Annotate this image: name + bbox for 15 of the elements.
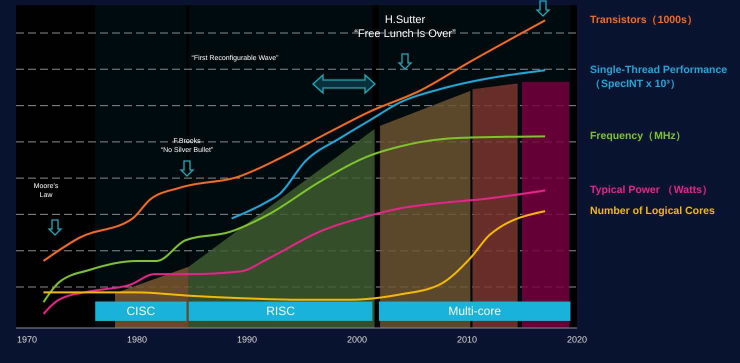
text: Number of Logical Cores [590,204,716,218]
text: Frequency（MHz） [590,129,688,144]
band-label: RISC [266,304,296,318]
x-tick-label: 1970 [16,334,38,344]
band-label: CISC [126,304,156,318]
text: Transistors（1000s） [590,13,699,28]
text: Typical Power （Watts） [590,183,714,198]
x-tick-label: 2020 [566,334,588,344]
x-tick-label: 1980 [126,334,148,344]
x-tick-label: 2010 [456,334,478,344]
x-tick-label: 2000 [346,334,368,344]
x-tick-label: 1990 [236,334,258,344]
band-label: Multi-core [448,304,502,318]
text: Single-Thread Performance （SpecINT x 10³） [590,63,728,92]
annotation: H.Sutter “Free Lunch Is Over” [353,14,457,42]
